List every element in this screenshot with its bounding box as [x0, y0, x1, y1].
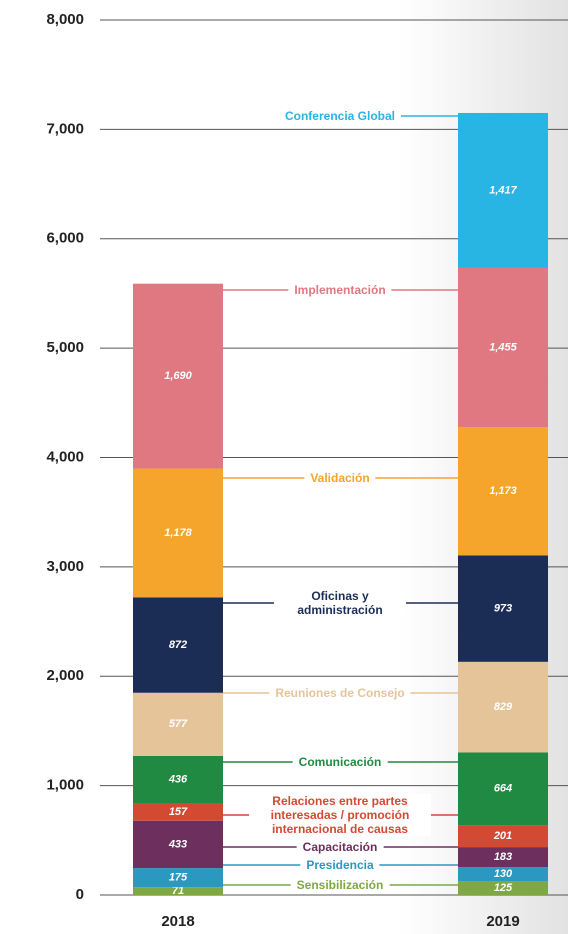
series-label: Comunicación [292, 755, 388, 769]
bar-segment [458, 752, 548, 826]
series-label: Reuniones de Consejo [269, 686, 411, 700]
value-label: 201 [493, 830, 512, 842]
value-label: 872 [169, 639, 187, 651]
x-tick-label: 2018 [161, 913, 194, 930]
value-label: 130 [494, 868, 513, 880]
value-label: 577 [169, 718, 188, 730]
value-label: 1,690 [164, 370, 192, 382]
value-label: 829 [494, 701, 513, 713]
series-label: Presidencia [300, 858, 380, 872]
value-label: 664 [494, 783, 512, 795]
bar-segment [133, 755, 223, 804]
y-tick-label: 4,000 [46, 448, 84, 465]
value-label: 436 [168, 774, 188, 786]
value-label: 175 [169, 872, 188, 884]
value-label: 1,417 [489, 184, 517, 196]
bar-segment [458, 112, 548, 268]
y-tick-label: 7,000 [46, 120, 84, 137]
bar-segment [133, 887, 223, 895]
value-label: 973 [494, 603, 512, 615]
series-label: Sensibilización [290, 878, 390, 892]
y-tick-label: 5,000 [46, 339, 84, 356]
y-tick-label: 6,000 [46, 230, 84, 247]
series-label: Oficinas y administración [274, 589, 406, 617]
bar-segment [458, 847, 548, 868]
series-label: Implementación [288, 283, 392, 297]
bar-segment [458, 825, 548, 848]
value-label: 1,178 [164, 527, 192, 539]
bar-segment [458, 881, 548, 895]
series-label: Validación [304, 471, 376, 485]
bar-segment [133, 597, 223, 693]
y-tick-label: 1,000 [46, 777, 84, 794]
bar-segment [458, 867, 548, 882]
value-label: 125 [494, 882, 513, 894]
series-label: Capacitación [296, 840, 384, 854]
bar-segment [458, 427, 548, 556]
bar-segment [133, 692, 223, 756]
value-label: 1,455 [489, 341, 517, 353]
y-tick-label: 3,000 [46, 558, 84, 575]
bar-segment [133, 820, 223, 869]
value-label: 433 [168, 838, 187, 850]
bar-segment [458, 555, 548, 662]
series-label: Relaciones entre partes interesadas / pr… [249, 794, 431, 836]
value-label: 71 [172, 885, 184, 897]
bar-segment [458, 267, 548, 428]
value-label: 157 [169, 806, 188, 818]
x-tick-label: 2019 [486, 913, 519, 930]
bar-segment [133, 468, 223, 598]
bar-segment [458, 661, 548, 753]
bar-segment [133, 283, 223, 469]
y-tick-label: 0 [76, 886, 84, 903]
series-label: Conferencia Global [278, 109, 402, 123]
y-tick-label: 8,000 [46, 11, 84, 28]
value-label: 1,173 [489, 485, 517, 497]
bar-segment [133, 803, 223, 821]
bar-segment [133, 868, 223, 888]
y-tick-label: 2,000 [46, 667, 84, 684]
value-label: 183 [494, 851, 512, 863]
